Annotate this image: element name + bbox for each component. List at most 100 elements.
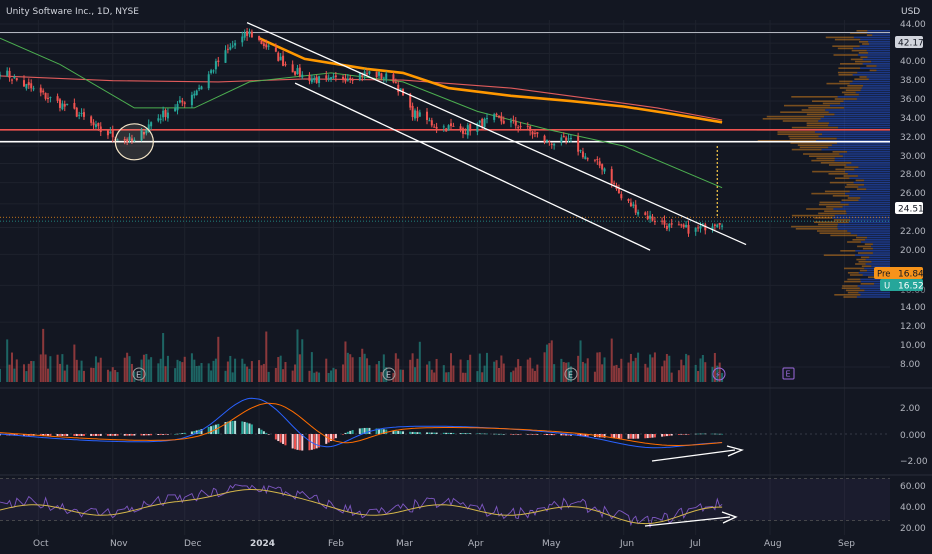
volume-bar	[665, 354, 668, 382]
volume-bar	[615, 364, 618, 382]
candle-body	[349, 77, 352, 80]
earnings-marker[interactable]: E	[132, 367, 146, 381]
macd-histogram-bar	[248, 423, 251, 434]
candle-body	[294, 71, 297, 75]
macd-histogram-bar	[258, 428, 261, 434]
volume-bar	[217, 336, 220, 382]
volume-bar	[531, 368, 534, 382]
macd-histogram-bar	[226, 421, 229, 434]
volume-bar	[73, 344, 76, 382]
volume-bar	[308, 370, 311, 382]
candle-body	[229, 47, 232, 50]
volume-bar	[553, 364, 556, 382]
price-tick: 20.00	[900, 246, 926, 256]
volume-profile-bar	[828, 124, 890, 127]
earnings-marker-label: E	[136, 371, 141, 380]
volume-bar	[483, 365, 486, 382]
macd-histogram-bar	[430, 432, 433, 434]
macd-histogram-bar	[459, 433, 462, 434]
macd-histogram-bar	[298, 434, 301, 451]
volume-bar	[44, 354, 47, 382]
earnings-marker[interactable]: E	[564, 367, 578, 381]
macd-histogram-bar	[445, 432, 448, 434]
candle-body	[214, 61, 217, 70]
candle-body	[704, 224, 707, 231]
volume-profile-bar	[829, 104, 890, 107]
candle-body	[313, 78, 316, 81]
volume-bar	[464, 372, 467, 382]
volume-bar	[109, 371, 112, 382]
volume-profile-bar	[834, 214, 890, 217]
candle-body	[97, 123, 100, 127]
volume-profile-bar	[872, 252, 890, 254]
candle-body	[411, 105, 414, 118]
macd-histogram-bar	[637, 434, 640, 439]
volume-profile-bar-up	[866, 34, 873, 36]
candle-body	[533, 132, 536, 134]
volume-bar	[114, 370, 117, 382]
volume-bar	[620, 358, 623, 382]
earnings-marker[interactable]: E	[382, 367, 396, 381]
sma-50-line	[0, 37, 723, 189]
price-axis[interactable]: 44.00 40.00 38.00 36.00 34.00 32.00 30.0…	[900, 20, 926, 370]
macd-histogram-bar	[140, 434, 143, 436]
volume-profile-bar	[867, 56, 890, 58]
volume-profile-bar	[818, 135, 890, 138]
candle-body	[577, 136, 580, 152]
volume-profile-bar-up	[847, 278, 861, 281]
volume-bar	[363, 353, 366, 382]
volume-bar	[332, 367, 335, 382]
volume-profile-bar-up	[847, 272, 859, 274]
candle-body	[44, 92, 47, 99]
volume-bar	[246, 366, 249, 382]
volume-profile-bar	[865, 258, 890, 261]
macd-histogram-bar	[130, 434, 133, 436]
candle-body	[260, 40, 263, 44]
candle-body	[586, 158, 589, 160]
volume-bar	[130, 363, 133, 382]
volume-bar	[164, 366, 167, 382]
volume-bar	[430, 369, 433, 382]
macd-histogram-bar	[262, 431, 265, 434]
volume-bar	[116, 372, 119, 382]
candle-body	[351, 79, 354, 81]
volume-bar	[260, 365, 263, 382]
volume-bar	[181, 362, 184, 382]
candle-body	[241, 36, 244, 43]
volume-profile-bar	[854, 168, 890, 171]
volume-profile-bar-up	[845, 89, 861, 91]
candle-body	[445, 128, 448, 132]
volume-profile-bar-up	[856, 236, 868, 239]
volume-bar	[42, 328, 45, 382]
volume-profile-bar	[839, 153, 890, 155]
volume-bar	[452, 365, 455, 382]
volume-bar	[349, 354, 352, 382]
candle-body	[452, 125, 455, 127]
time-tick: Nov	[110, 539, 128, 549]
candles[interactable]	[0, 27, 724, 237]
volume-bar	[190, 353, 193, 382]
drawings[interactable]	[114, 22, 747, 251]
time-axis[interactable]: Oct Nov Dec 2024 Feb Mar Apr May Jun Jul…	[33, 539, 855, 549]
currency-label[interactable]: USD	[901, 7, 920, 17]
candle-body	[181, 100, 184, 103]
macd-histogram-bar	[174, 433, 177, 435]
volume-bar	[162, 333, 165, 382]
volume-bar	[159, 358, 162, 382]
candle-body	[663, 220, 666, 225]
volume-bar	[214, 358, 217, 382]
macd-histogram-bar	[579, 434, 582, 437]
volume-profile-bar	[846, 164, 890, 166]
volume-bar	[509, 372, 512, 382]
candle-body	[282, 55, 285, 66]
candle-body	[39, 87, 42, 93]
dividend-marker[interactable]: ⚡	[712, 367, 726, 381]
volume-profile-bar	[860, 197, 890, 199]
volume-bar	[562, 362, 565, 382]
sma-200-line	[0, 75, 723, 121]
candle-body	[63, 104, 66, 107]
volume-bar	[90, 367, 93, 382]
premarket-tag	[874, 267, 923, 279]
upcoming-earnings-marker[interactable]: E	[782, 367, 795, 380]
